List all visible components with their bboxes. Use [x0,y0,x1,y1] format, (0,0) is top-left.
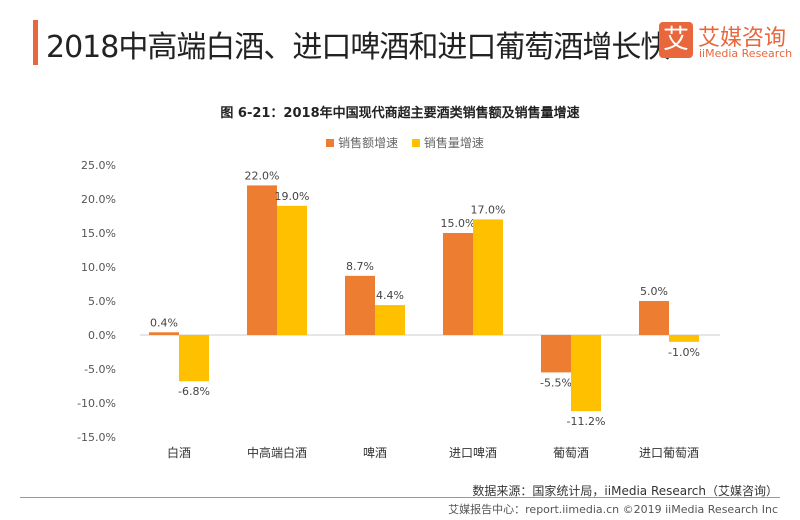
y-tick-label: 5.0% [88,295,116,308]
bar [149,332,179,335]
bar [179,335,209,382]
bar [277,205,307,335]
logo-subtext: iiMedia Research [699,47,793,60]
data-label: 4.4% [376,289,404,302]
bar [375,305,405,335]
page-title: 2018中高端白酒、进口啤酒和进口葡萄酒增长快 [46,30,670,65]
data-label: -5.5% [540,376,572,389]
bar [345,275,375,335]
x-tick-label: 进口啤酒 [449,445,497,460]
data-label: 22.0% [245,169,280,182]
footer-text: 艾媒报告中心：report.iimedia.cn ©2019 iiMedia R… [448,503,778,516]
bar [443,233,473,335]
logo-text: 艾媒咨询 [698,26,787,51]
legend: 销售额增速 销售量增速 [0,134,800,151]
data-label: 8.7% [346,260,374,273]
data-label: -6.8% [178,385,210,398]
legend-swatch-sales [326,139,335,147]
data-source: 数据来源：国家统计局，iiMedia Research（艾媒咨询） [472,484,778,498]
y-tick-label: -5.0% [84,363,116,376]
data-label: 0.4% [150,316,178,329]
footer-divider [20,497,780,498]
legend-swatch-volume [411,139,420,147]
data-label: 15.0% [441,217,476,230]
bar [473,219,503,335]
data-label: 19.0% [275,190,310,203]
data-label: 17.0% [471,203,506,216]
y-tick-label: 25.0% [81,159,116,172]
y-tick-label: 20.0% [81,193,116,206]
title-accent-bar [33,20,38,65]
legend-label-volume: 销售量增速 [423,136,484,150]
data-label: -1.0% [668,346,700,359]
data-label: 5.0% [640,285,668,298]
bar [571,335,601,412]
data-label: -11.2% [567,415,606,428]
bar [669,335,699,342]
x-tick-label: 啤酒 [363,445,387,460]
y-tick-label: -10.0% [77,397,116,410]
y-tick-label: 0.0% [88,329,116,342]
x-tick-label: 中高端白酒 [247,445,307,460]
bar [639,301,669,335]
x-tick-label: 葡萄酒 [553,446,589,460]
bar [247,185,277,335]
bar-chart: 25.0% 20.0% 15.0% 10.0% 5.0% 0.0% -5.0% -10.0% -… [77,159,720,460]
chart-title: 图 6-21：2018年中国现代商超主要酒类销售额及销售量增速 [220,106,580,121]
bar [541,335,571,373]
y-tick-label: 15.0% [81,227,116,240]
legend-label-sales: 销售额增速 [338,136,399,150]
y-tick-label: 10.0% [81,261,116,274]
y-tick-label: -15.0% [77,431,116,444]
x-tick-label: 白酒 [167,445,191,460]
x-tick-label: 进口葡萄酒 [639,446,699,460]
logo-icon: 艾 [659,22,693,58]
